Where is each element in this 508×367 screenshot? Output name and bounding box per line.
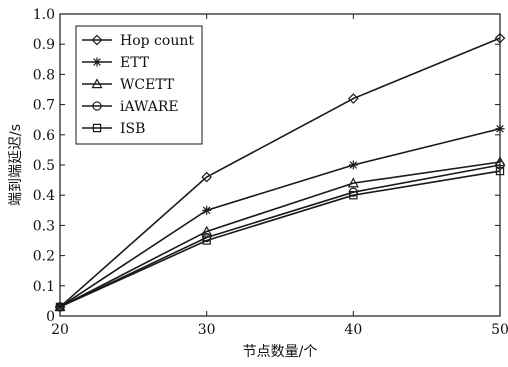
series xyxy=(54,32,506,313)
data-point-ett xyxy=(202,205,212,215)
legend-marker-ett xyxy=(92,57,102,67)
data-point-iaware xyxy=(495,160,505,170)
legend-label: Hop count xyxy=(120,33,194,49)
ticks: 20 30 40 50 0 0.1 0.2 0.3 0.4 0.5 0.6 0.7 0.8 0.9 1.0 xyxy=(33,7,508,338)
y-tick-label: 0.8 xyxy=(33,67,55,83)
legend-marker-hop-count xyxy=(91,34,103,46)
legend-entry-isb: ISB xyxy=(82,121,145,137)
y-tick-label: 0.3 xyxy=(33,218,55,234)
y-axis-label: 端到端延迟/s xyxy=(8,124,24,206)
data-point-wcett xyxy=(201,225,213,236)
y-tick-label: 0 xyxy=(46,309,55,325)
data-point-isb xyxy=(202,236,211,245)
legend-label: ETT xyxy=(120,55,150,71)
data-point-hop-count xyxy=(494,32,506,44)
y-tick-label: 0.5 xyxy=(33,158,55,174)
y-tick-label: 1.0 xyxy=(33,7,55,23)
y-tick-label: 0.1 xyxy=(33,279,55,295)
legend-entry-hop-count: Hop count xyxy=(82,33,194,49)
data-point-wcett xyxy=(347,177,359,188)
x-tick-label: 30 xyxy=(198,322,216,338)
x-tick-label: 20 xyxy=(51,322,69,338)
y-tick-label: 0.7 xyxy=(33,98,55,114)
x-tick-label: 40 xyxy=(344,322,362,338)
data-point-ett xyxy=(495,124,505,134)
series-line-wcett xyxy=(59,161,501,308)
series-line-iaware xyxy=(59,164,501,308)
legend-marker-isb xyxy=(92,123,102,133)
series-ett xyxy=(55,124,505,312)
series-isb xyxy=(55,166,505,312)
legend-label: iAWARE xyxy=(120,99,179,115)
legend-marker-iaware xyxy=(92,101,102,111)
y-tick-label: 0.6 xyxy=(33,128,55,144)
series-line-hop-count xyxy=(59,37,501,308)
legend-label: ISB xyxy=(120,121,145,137)
y-tick-label: 0.2 xyxy=(33,249,55,265)
data-point-isb xyxy=(495,166,505,176)
data-point-isb xyxy=(349,191,358,200)
legend-entry-ett: ETT xyxy=(82,55,150,71)
series-wcett xyxy=(54,156,506,312)
data-point-hop-count xyxy=(347,93,359,104)
y-tick-label: 0.4 xyxy=(33,188,55,204)
data-point-hop-count xyxy=(201,171,213,183)
legend-label: WCETT xyxy=(120,77,175,93)
legend-entry-wcett: WCETT xyxy=(82,77,175,93)
legend-marker-wcett xyxy=(91,78,103,89)
series-iaware xyxy=(55,160,505,312)
legend: Hop count ETT WCETT iAWARE ISB xyxy=(75,25,203,145)
series-line-ett xyxy=(59,127,501,308)
legend-entry-iaware: iAWARE xyxy=(82,99,179,115)
y-tick-label: 0.9 xyxy=(33,37,55,53)
x-axis-label: 节点数量/个 xyxy=(243,344,318,360)
series-line-isb xyxy=(59,170,501,308)
data-point-isb xyxy=(55,302,65,312)
data-point-ett xyxy=(348,160,358,170)
x-tick-label: 50 xyxy=(491,322,508,338)
